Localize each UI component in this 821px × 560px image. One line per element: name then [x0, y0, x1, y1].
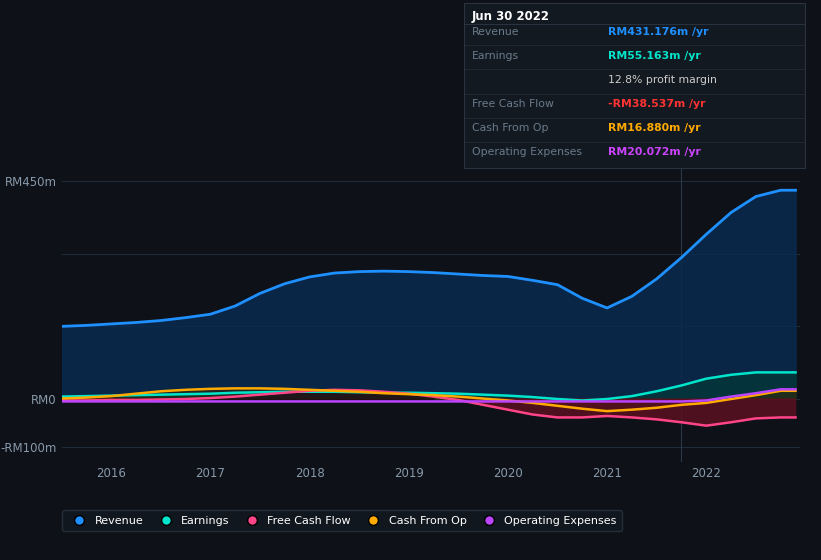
- Text: RM55.163m /yr: RM55.163m /yr: [608, 51, 700, 61]
- Text: Free Cash Flow: Free Cash Flow: [472, 99, 554, 109]
- Text: RM431.176m /yr: RM431.176m /yr: [608, 27, 708, 37]
- Text: RM16.880m /yr: RM16.880m /yr: [608, 123, 700, 133]
- Text: Earnings: Earnings: [472, 51, 519, 61]
- Text: Cash From Op: Cash From Op: [472, 123, 548, 133]
- Text: Operating Expenses: Operating Expenses: [472, 147, 582, 157]
- Text: 12.8% profit margin: 12.8% profit margin: [608, 75, 717, 85]
- Text: Jun 30 2022: Jun 30 2022: [472, 10, 550, 22]
- Legend: Revenue, Earnings, Free Cash Flow, Cash From Op, Operating Expenses: Revenue, Earnings, Free Cash Flow, Cash …: [62, 510, 622, 531]
- Text: RM20.072m /yr: RM20.072m /yr: [608, 147, 700, 157]
- Text: Revenue: Revenue: [472, 27, 520, 37]
- Text: -RM38.537m /yr: -RM38.537m /yr: [608, 99, 705, 109]
